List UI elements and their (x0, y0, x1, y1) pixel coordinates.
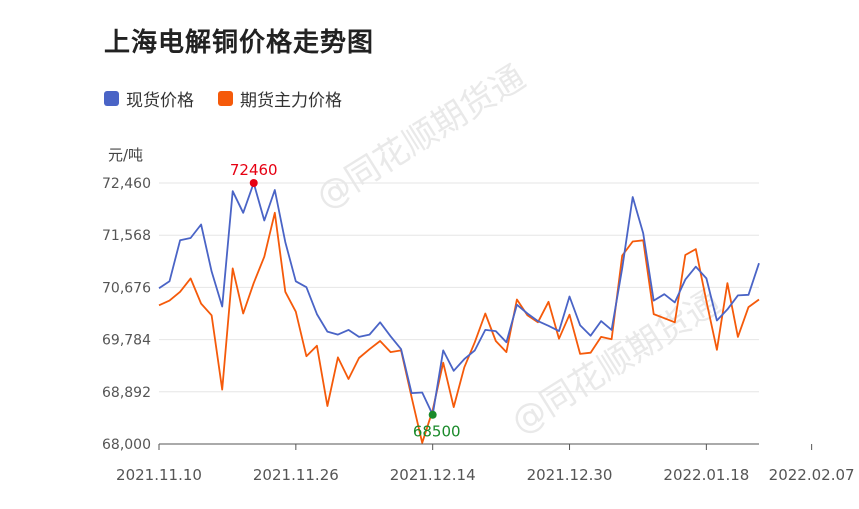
y-tick-label: 68,892 (102, 385, 151, 401)
y-tick-label: 71,568 (102, 228, 151, 244)
y-tick-label: 69,784 (102, 333, 151, 349)
legend-swatch-futures (218, 91, 233, 106)
x-tick-label: 2021.11.10 (116, 466, 202, 484)
y-axis-unit: 元/吨 (108, 146, 144, 164)
legend-label-futures: 期货主力价格 (240, 91, 342, 111)
x-tick-label: 2021.12.14 (390, 466, 476, 484)
x-tick-label: 2021.11.26 (253, 466, 339, 484)
axes: 68,000 68,892 69,784 70,676 71,568 72,460 2021… (102, 176, 855, 484)
y-tick-label: 72,460 (102, 176, 151, 192)
annotation-markers: 72460 68500 (230, 161, 461, 441)
series-lines (158, 182, 760, 444)
x-tick-label: 2022.02.07 (769, 466, 855, 484)
legend-swatch-spot (104, 91, 119, 106)
series-line-spot (158, 182, 760, 416)
min-point-marker (428, 410, 437, 419)
y-tick-label: 70,676 (102, 280, 151, 296)
chart-title: 上海电解铜价格走势图 (104, 28, 375, 58)
series-line-futures (158, 211, 760, 444)
min-value-label: 68500 (413, 423, 461, 441)
y-tick-label: 68,000 (102, 437, 151, 453)
max-point-marker (249, 179, 258, 187)
x-tick-label: 2022.01.18 (663, 466, 749, 484)
legend-item-futures[interactable]: 期货主力价格 (218, 86, 342, 111)
legend: 现货价格 期货主力价格 (104, 86, 342, 111)
x-tick-label: 2021.12.30 (527, 466, 613, 484)
max-value-label: 72460 (230, 161, 278, 179)
legend-label-spot: 现货价格 (126, 91, 194, 111)
legend-item-spot[interactable]: 现货价格 (104, 86, 194, 111)
grid-lines (159, 182, 759, 393)
